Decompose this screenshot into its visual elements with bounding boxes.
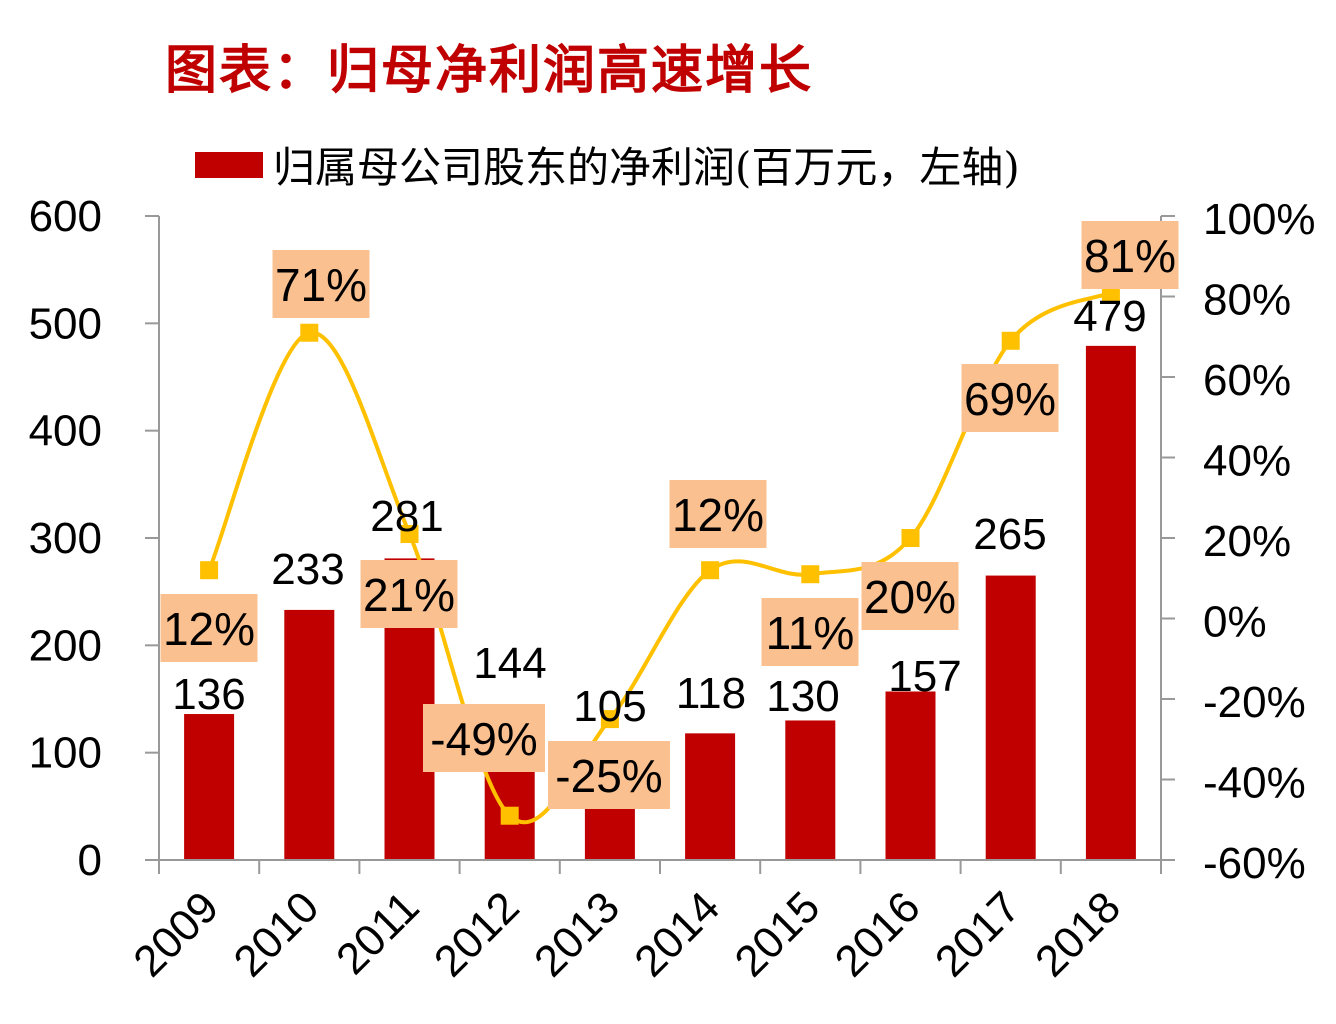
growth-label: 11% [766, 607, 855, 659]
growth-label-box [423, 704, 545, 772]
left-tick-label: 400 [29, 407, 102, 456]
growth-label: 12% [163, 603, 255, 655]
x-tick-label: 2016 [826, 882, 930, 986]
legend-label: 归属母公司股东的净利润(百万元，左轴) [273, 143, 1020, 192]
growth-marker [400, 524, 419, 543]
bar-value-label: 157 [888, 652, 961, 701]
right-tick-label: 40% [1203, 437, 1291, 486]
growth-label-box [761, 598, 859, 666]
growth-label-box [669, 480, 767, 548]
right-tick-label: -40% [1203, 759, 1306, 808]
growth-marker [200, 561, 219, 580]
growth-label: 21% [363, 569, 455, 621]
chart-title: 图表：归母净利润高速增长 [165, 40, 814, 101]
bar-value-label: 479 [1073, 292, 1146, 341]
bar-value-label: 105 [573, 682, 646, 731]
growth-label: 71% [275, 259, 367, 311]
legend-swatch-bar [195, 151, 263, 178]
bar [1085, 345, 1136, 861]
bar-value-label: 233 [271, 545, 344, 594]
growth-marker [1001, 331, 1020, 350]
growth-label: 81% [1084, 230, 1176, 282]
growth-marker [701, 561, 720, 580]
growth-label-box [548, 741, 670, 809]
growth-label: -49% [430, 713, 537, 765]
bar-value-label: 281 [370, 492, 443, 541]
bar-value-label: 144 [473, 639, 546, 688]
right-tick-label: 0% [1203, 598, 1267, 647]
x-tick-label: 2009 [124, 882, 228, 986]
x-tick-label: 2015 [726, 882, 830, 986]
growth-label-box [272, 250, 370, 318]
bar [184, 714, 235, 860]
growth-label: -25% [555, 750, 662, 802]
right-tick-label: 80% [1203, 276, 1291, 325]
growth-marker [600, 710, 619, 729]
left-tick-label: 200 [29, 621, 102, 670]
right-tick-label: 20% [1203, 517, 1291, 566]
left-tick-label: 300 [29, 514, 102, 563]
left-tick-label: 100 [29, 729, 102, 778]
x-tick-label: 2018 [1026, 882, 1130, 986]
bar-value-label: 118 [676, 669, 746, 718]
x-tick-label: 2014 [625, 882, 729, 986]
bar [785, 720, 836, 860]
growth-label: 20% [864, 571, 956, 623]
growth-label-box [961, 364, 1059, 432]
growth-marker [300, 323, 319, 342]
right-tick-label: 60% [1203, 356, 1291, 405]
bar [284, 609, 335, 860]
bar-value-label: 130 [766, 672, 839, 721]
left-tick-label: 600 [29, 192, 102, 241]
bar-value-label: 265 [973, 510, 1046, 559]
bar [985, 575, 1036, 860]
bar [885, 691, 936, 860]
growth-label: 12% [672, 489, 764, 541]
x-tick-label: 2013 [525, 882, 629, 986]
right-tick-label: -60% [1203, 839, 1306, 888]
legend: 归属母公司股东的净利润(百万元，左轴) [195, 134, 1020, 195]
growth-marker [901, 529, 920, 547]
left-tick-label: 0 [78, 836, 102, 885]
x-tick-label: 2017 [926, 882, 1030, 986]
growth-marker [500, 806, 519, 825]
growth-label-box [1081, 221, 1179, 289]
x-tick-label: 2010 [225, 882, 329, 986]
growth-label-box [160, 594, 258, 662]
right-tick-label: -20% [1203, 678, 1306, 727]
growth-marker [801, 565, 820, 584]
growth-label: 69% [964, 373, 1056, 425]
x-tick-label: 2011 [327, 882, 429, 984]
bar [685, 733, 736, 860]
growth-label-box [861, 562, 959, 630]
x-tick-label: 2012 [425, 882, 529, 986]
right-tick-label: 100% [1203, 195, 1316, 244]
left-tick-label: 500 [29, 299, 102, 348]
growth-label-box [360, 560, 458, 628]
bar-value-label: 136 [172, 670, 245, 719]
